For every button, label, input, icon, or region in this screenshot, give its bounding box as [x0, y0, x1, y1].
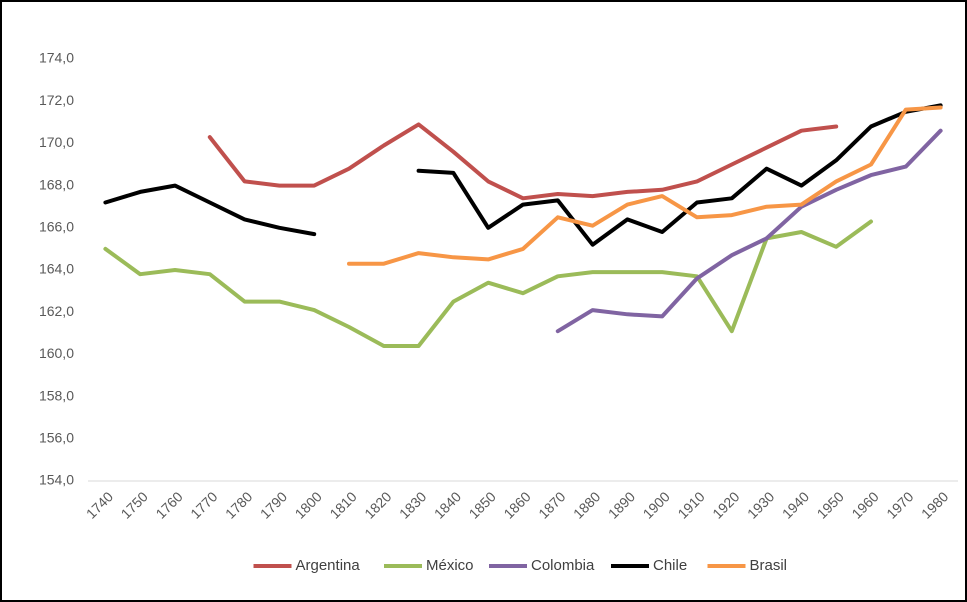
- y-tick-label: 156,0: [39, 430, 74, 446]
- legend-label: Chile: [653, 557, 687, 574]
- x-tick-label: 1920: [709, 488, 742, 521]
- y-tick-label: 172,0: [39, 92, 74, 108]
- x-tick-label: 1820: [361, 488, 394, 521]
- x-tick-label: 1860: [500, 488, 533, 521]
- y-tick-label: 160,0: [39, 345, 74, 361]
- y-tick-label: 170,0: [39, 134, 74, 150]
- x-tick-label: 1840: [431, 488, 464, 521]
- x-tick-label: 1750: [118, 488, 151, 521]
- x-tick-label: 1980: [918, 488, 951, 521]
- y-tick-label: 174,0: [39, 50, 74, 66]
- x-tick-label: 1940: [779, 488, 812, 521]
- series-line: [103, 219, 873, 348]
- x-tick-label: 1780: [222, 488, 255, 521]
- x-tick-label: 1900: [640, 488, 673, 521]
- x-tick-label: 1810: [326, 488, 359, 521]
- x-tick-label: 1930: [744, 488, 777, 521]
- series-line: [347, 105, 943, 266]
- y-tick-label: 158,0: [39, 387, 74, 403]
- x-tick-label: 1910: [674, 488, 707, 521]
- x-tick-label: 1800: [292, 488, 325, 521]
- y-tick-label: 168,0: [39, 176, 74, 192]
- x-tick-label: 1790: [257, 488, 290, 521]
- x-tick-label: 1740: [83, 488, 116, 521]
- legend-label: Argentina: [296, 557, 361, 574]
- legend-label: Brasil: [750, 557, 788, 574]
- y-tick-label: 162,0: [39, 303, 74, 319]
- x-tick-label: 1830: [396, 488, 429, 521]
- x-tick-label: 1850: [466, 488, 499, 521]
- series-line: [103, 103, 943, 247]
- series-line: [207, 122, 839, 201]
- y-tick-label: 166,0: [39, 219, 74, 235]
- y-tick-label: 154,0: [39, 472, 74, 488]
- x-tick-label: 1770: [187, 488, 220, 521]
- x-tick-label: 1890: [605, 488, 638, 521]
- x-tick-label: 1870: [535, 488, 568, 521]
- y-tick-label: 164,0: [39, 261, 74, 277]
- x-tick-label: 1760: [152, 488, 185, 521]
- legend-label: México: [426, 557, 474, 574]
- x-tick-label: 1960: [848, 488, 881, 521]
- x-tick-label: 1970: [883, 488, 916, 521]
- x-tick-label: 1880: [570, 488, 603, 521]
- x-tick-label: 1950: [814, 488, 847, 521]
- legend-label: Colombia: [531, 557, 595, 574]
- series-line: [555, 128, 943, 334]
